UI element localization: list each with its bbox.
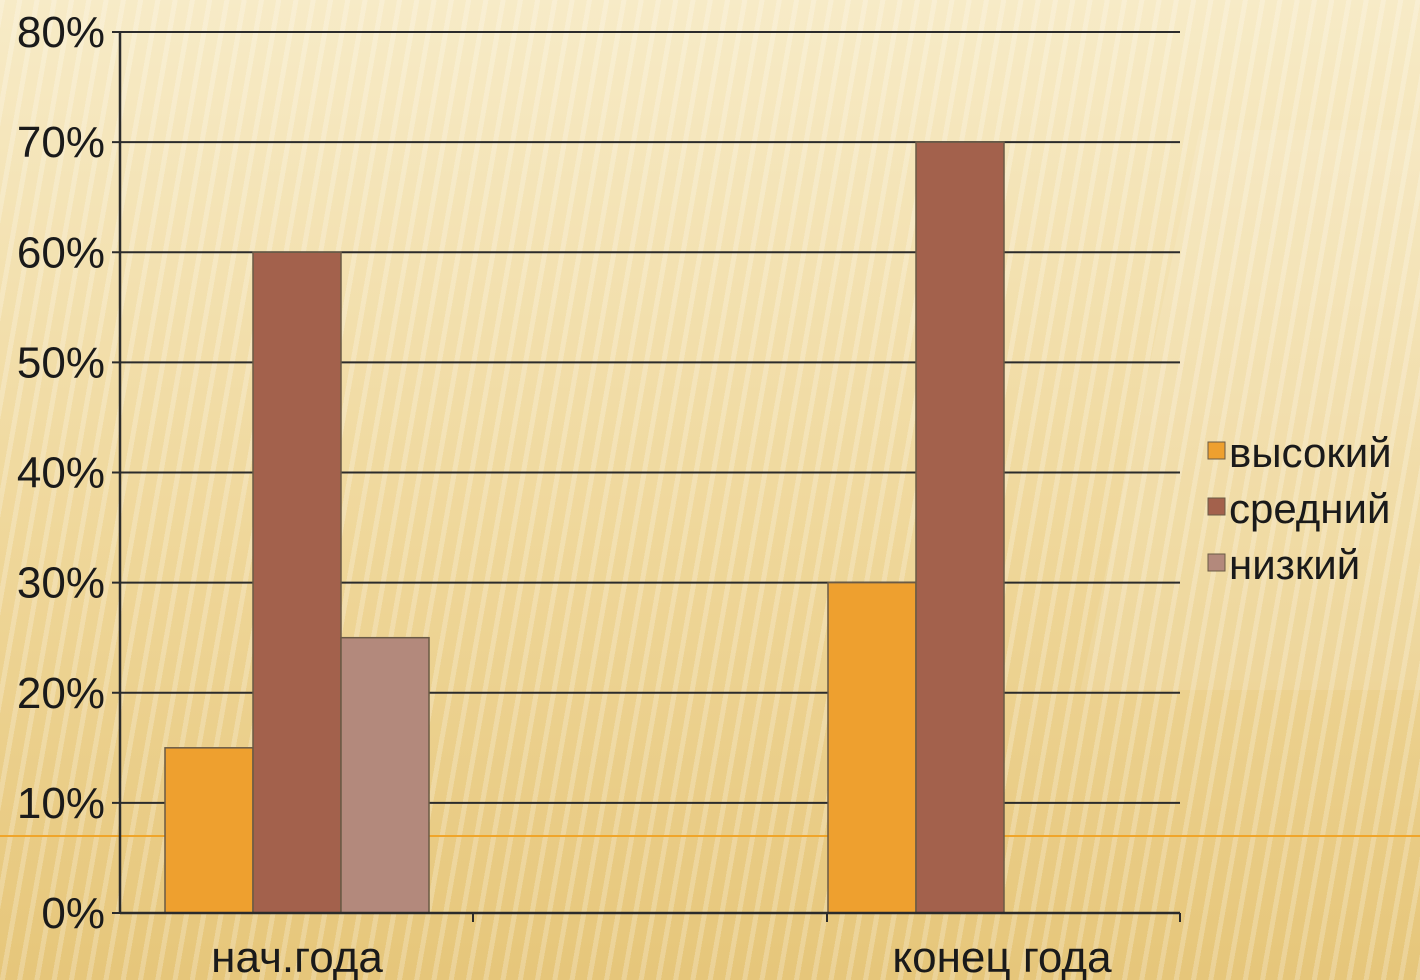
y-tick-label: 80%	[17, 8, 105, 57]
y-tick-label: 60%	[17, 228, 105, 277]
bar	[915, 141, 1005, 914]
bar	[340, 636, 430, 914]
axes	[118, 32, 1181, 922]
y-tick-label: 70%	[17, 118, 105, 167]
x-axis-category-labels: нач.года конец года	[211, 933, 1112, 980]
y-axis-tick-labels: 0% 10% 20% 30% 40% 50% 60% 70% 80%	[17, 8, 105, 938]
legend-swatch	[1207, 441, 1226, 460]
y-tick-label: 30%	[17, 559, 105, 608]
y-tick-label: 40%	[17, 449, 105, 498]
y-tick-label: 0%	[41, 889, 105, 938]
legend-label: высокий	[1229, 429, 1392, 476]
slide-accent-line	[0, 835, 1420, 837]
legend: высокий средний низкий	[1207, 429, 1392, 588]
bar	[252, 251, 342, 914]
legend-swatch	[1207, 497, 1226, 516]
y-tick-label: 10%	[17, 779, 105, 828]
legend-label: средний	[1229, 485, 1390, 532]
bar	[827, 581, 917, 914]
x-category-label: нач.года	[211, 933, 383, 980]
y-tick-label: 50%	[17, 338, 105, 387]
legend-label: низкий	[1229, 541, 1360, 588]
legend-swatch	[1207, 553, 1226, 572]
bar	[164, 747, 254, 914]
y-tick-label: 20%	[17, 669, 105, 718]
bars	[164, 141, 1005, 914]
x-category-label: конец года	[892, 933, 1112, 980]
